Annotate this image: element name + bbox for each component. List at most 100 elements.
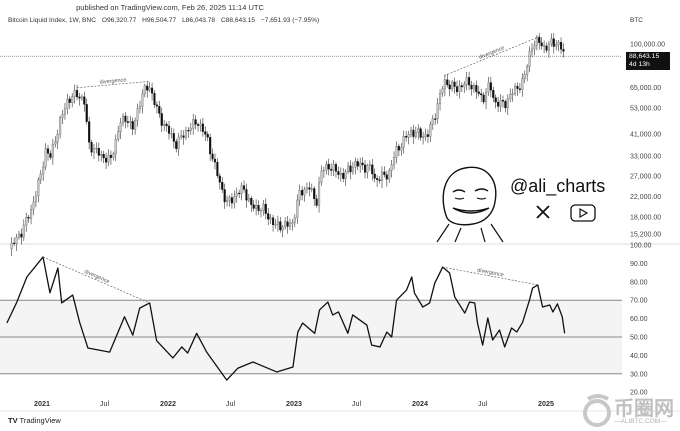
- candle-down: [158, 106, 161, 114]
- candle-up: [95, 147, 98, 150]
- candle-up: [390, 164, 393, 171]
- candle-up: [235, 192, 238, 197]
- candle-down: [27, 216, 30, 219]
- candle-up: [380, 171, 384, 181]
- candle-down: [267, 213, 270, 220]
- candle-down: [85, 104, 88, 122]
- candle-up: [523, 74, 526, 79]
- candle-up: [400, 147, 403, 151]
- candle-up: [351, 167, 354, 173]
- price-candles: [0, 32, 622, 257]
- candle-down: [301, 190, 304, 196]
- currency-label: BTC: [630, 17, 643, 24]
- candle-up: [107, 154, 110, 163]
- candle-up: [22, 224, 25, 238]
- candle-up: [276, 221, 279, 225]
- candle-down: [238, 192, 241, 195]
- candle-down: [371, 164, 374, 175]
- last-price-label: 88,643.15 4d 13h: [626, 52, 670, 70]
- candle-up: [177, 136, 180, 149]
- candle-up: [441, 88, 444, 94]
- candle-down: [342, 173, 345, 179]
- candle-down: [455, 86, 459, 93]
- candle-down: [501, 99, 505, 102]
- candle-up: [296, 199, 299, 218]
- time-axis: 2021 Jul 2022 Jul 2023 Jul 2024 Jul 2025: [0, 399, 680, 412]
- author-handle: @ali_charts: [510, 176, 606, 196]
- candle-down: [49, 153, 52, 158]
- candle-up: [73, 90, 76, 97]
- candle-down: [552, 38, 555, 47]
- time-tick-label: 2023: [286, 399, 302, 408]
- candle-up: [163, 123, 166, 126]
- candle-down: [518, 88, 521, 90]
- candle-down: [204, 131, 207, 135]
- candle-down: [361, 162, 364, 166]
- divergence-label: divergence: [477, 268, 505, 279]
- candle-down: [182, 135, 185, 138]
- candle-up: [255, 205, 258, 209]
- divergence-label: divergence: [478, 45, 505, 61]
- candle-up: [438, 93, 442, 104]
- candle-down: [201, 123, 204, 132]
- candle-up: [472, 85, 475, 90]
- candle-up: [184, 130, 187, 138]
- candle-up: [557, 42, 560, 45]
- watermark-url: —ALIBTC.COM—: [614, 418, 667, 425]
- candle-up: [317, 182, 321, 206]
- candle-up: [543, 45, 546, 47]
- candle-down: [383, 171, 386, 175]
- watermark: 币圈网 —ALIBTC.COM—: [582, 390, 680, 431]
- published-note: published on TradingView.com, Feb 26, 20…: [76, 3, 264, 12]
- candle-down: [279, 221, 282, 231]
- candle-up: [112, 153, 115, 158]
- symbol-label[interactable]: Bitcoin Liquid Index, 1W, BNC: [8, 17, 96, 24]
- candle-up: [39, 173, 42, 180]
- candle-down: [216, 161, 219, 177]
- open-value: O96,320.77: [101, 17, 137, 24]
- candle-down: [230, 197, 233, 204]
- candle-down: [286, 221, 289, 227]
- candle-up: [281, 226, 284, 231]
- candle-down: [405, 136, 408, 138]
- x-logo-icon[interactable]: [535, 204, 551, 220]
- candle-up: [274, 224, 277, 226]
- candle-down: [206, 134, 209, 138]
- candle-up: [10, 242, 13, 250]
- candle-up: [521, 78, 524, 90]
- time-tick-label: Jul: [352, 399, 362, 408]
- candle-down: [545, 45, 548, 51]
- candle-up: [303, 189, 306, 196]
- candle-up: [339, 173, 342, 175]
- candle-up: [395, 146, 398, 158]
- candle-up: [499, 99, 502, 107]
- time-tick-label: 2021: [34, 399, 50, 408]
- candle-down: [385, 174, 388, 180]
- candle-up: [332, 164, 335, 171]
- divergence-label: divergence: [99, 77, 126, 85]
- youtube-icon[interactable]: [570, 204, 596, 222]
- price-tick-label: 41,000.00: [630, 131, 661, 138]
- price-tick-label: 22,000.00: [630, 194, 661, 201]
- time-tick-label: Jul: [100, 399, 110, 408]
- candle-up: [189, 127, 192, 132]
- candle-down: [482, 94, 485, 103]
- candle-up: [344, 171, 347, 179]
- candle-up: [484, 92, 488, 103]
- candle-up: [66, 98, 69, 109]
- price-tick-label: 65,000.00: [630, 85, 661, 92]
- candle-down: [363, 164, 367, 173]
- candle-down: [209, 137, 212, 155]
- candle-up: [42, 166, 45, 175]
- price-axis: 100,000.00 65,000.00 53,000.00 41,000.00 33,…: [630, 42, 665, 397]
- change-value: −7,651.93 (−7.95%): [260, 17, 320, 24]
- candle-down: [196, 124, 200, 126]
- candle-down: [160, 113, 163, 126]
- ohlc-legend: Bitcoin Liquid Index, 1W, BNC O96,320.77…: [8, 17, 323, 24]
- candle-down: [213, 158, 217, 163]
- candle-up: [422, 136, 425, 138]
- candle-up: [458, 85, 461, 93]
- tradingview-logo[interactable]: TV TradingView: [8, 416, 61, 425]
- candle-down: [480, 93, 483, 96]
